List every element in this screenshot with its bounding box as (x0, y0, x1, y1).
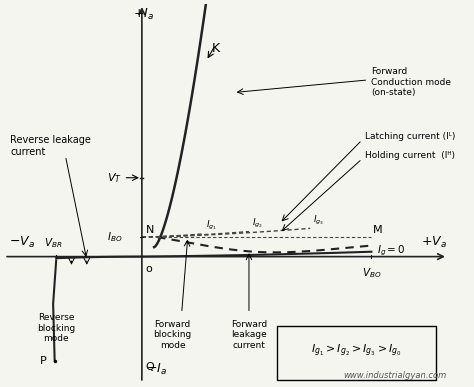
Text: Forward
leakage
current: Forward leakage current (231, 320, 267, 349)
Text: Reverse
blocking
mode: Reverse blocking mode (37, 313, 75, 343)
Text: Latching current (Iᴸ): Latching current (Iᴸ) (365, 132, 456, 141)
Text: $+V_a$: $+V_a$ (420, 235, 447, 250)
Text: $V_{BO}$: $V_{BO}$ (362, 266, 381, 280)
Text: N: N (146, 225, 154, 235)
Text: Forward
Conduction mode
(on-state): Forward Conduction mode (on-state) (371, 67, 451, 97)
Text: $I_{g_3}$: $I_{g_3}$ (313, 214, 324, 227)
Text: $I_{g_1} > I_{g_2} > I_{g_3} > I_{g_0}$: $I_{g_1} > I_{g_2} > I_{g_3} > I_{g_0}$ (310, 343, 401, 360)
Text: $I_{g_2}$: $I_{g_2}$ (252, 217, 263, 230)
Text: $I_g = 0$: $I_g = 0$ (377, 243, 406, 257)
Text: $I_{BO}$: $I_{BO}$ (107, 230, 122, 244)
Text: o: o (146, 264, 152, 274)
Text: Q: Q (145, 362, 154, 372)
Text: $V_T$: $V_T$ (107, 171, 122, 185)
Text: M: M (373, 226, 383, 235)
Text: $V_{BR}$: $V_{BR}$ (44, 236, 63, 250)
Text: Reverse leakage
current: Reverse leakage current (10, 135, 91, 157)
Text: Holding current  (Iᴴ): Holding current (Iᴴ) (365, 151, 455, 160)
Text: P: P (40, 356, 47, 366)
Text: $-V_a$: $-V_a$ (9, 235, 35, 250)
Text: Forward
blocking
mode: Forward blocking mode (154, 320, 191, 349)
Text: $-I_a$: $-I_a$ (146, 361, 166, 377)
Text: $I_{g_1}$: $I_{g_1}$ (206, 219, 217, 232)
Text: K: K (212, 42, 220, 55)
FancyBboxPatch shape (276, 326, 436, 380)
Text: www.industrialgyan.com: www.industrialgyan.com (343, 371, 447, 380)
Text: $+I_a$: $+I_a$ (133, 7, 154, 22)
